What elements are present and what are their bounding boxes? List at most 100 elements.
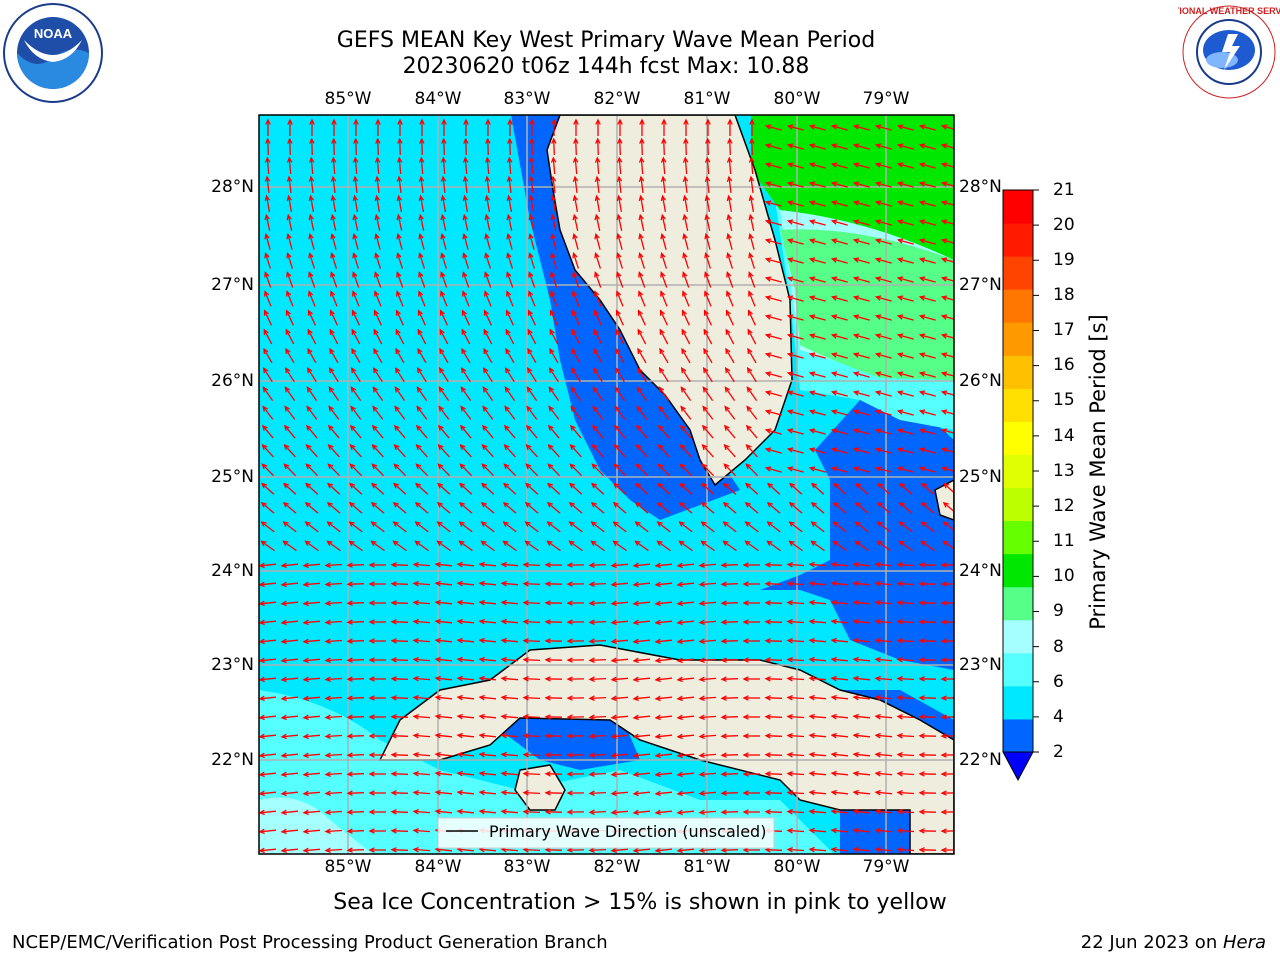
direction-arrow-head [414,482,422,489]
direction-arrow-head [264,271,270,278]
lon-label-bottom-80w: 80°W [773,857,821,877]
direction-arrow-shaft [682,291,690,307]
direction-arrow-shaft [657,502,671,514]
direction-arrow-shaft [303,848,321,852]
direction-arrow-shaft [397,215,403,231]
direction-arrow-shaft [259,753,277,757]
direction-arrow-head [610,809,617,816]
direction-arrow-head [368,562,375,568]
direction-arrow-head [394,386,401,393]
direction-arrow-shaft [503,502,517,514]
direction-arrow-head [324,676,331,683]
direction-arrow-shaft [942,353,954,358]
direction-arrow-head [700,540,707,547]
direction-arrow-head [896,181,904,187]
direction-arrow-head [302,600,309,607]
direction-arrow-head [280,676,287,683]
direction-arrow-shaft [371,521,385,533]
direction-arrow-shaft [263,329,273,345]
direction-arrow-head [456,599,463,606]
direction-arrow-head [480,540,487,547]
direction-arrow-shaft [283,521,297,533]
direction-arrow-head [786,143,794,149]
direction-arrow-shaft [721,716,739,718]
direction-arrow-shaft [325,753,343,757]
direction-arrow-head [874,143,882,149]
direction-arrow-shaft [633,658,651,662]
land-bahamas [934,479,954,521]
direction-arrow-shaft [677,772,695,776]
direction-arrow-shaft [550,291,558,307]
direction-arrow-head [588,733,595,739]
direction-arrow-head [480,521,487,527]
direction-arrow-shaft [617,234,623,250]
direction-arrow-head [720,581,727,587]
direction-arrow-shaft [525,540,539,552]
direction-arrow-head [874,371,882,377]
direction-arrow-head [522,581,529,587]
direction-arrow-head [368,752,375,758]
direction-arrow-shaft [440,272,448,288]
direction-arrow-shaft [706,177,710,193]
direction-arrow-shaft [457,791,475,795]
direction-arrow-head [370,540,377,547]
direction-arrow-head [748,290,754,297]
direction-arrow-head [748,251,754,259]
lat-label-left-26n: 26°N [211,371,254,391]
direction-arrow-head [588,562,595,568]
lon-label-top-79w: 79°W [862,89,910,109]
direction-arrow-shaft [810,410,826,416]
direction-arrow-head [330,251,336,259]
direction-arrow-head [572,213,578,221]
direction-arrow-shaft [281,734,299,738]
direction-arrow-head [918,276,926,282]
direction-arrow-head [638,194,645,202]
direction-arrow-shaft [898,144,914,150]
direction-arrow-shaft [413,582,431,586]
direction-arrow-head [456,618,463,625]
direction-arrow-shaft [479,715,497,719]
direction-arrow-shaft [685,138,687,156]
direction-arrow-shaft [854,258,870,264]
direction-arrow-head [632,562,639,569]
direction-arrow-head [478,751,485,758]
direction-arrow-shaft [659,329,669,345]
direction-arrow-head [764,143,772,149]
direction-arrow-head [588,600,595,606]
direction-arrow-shaft [435,677,453,681]
direction-arrow-head [390,581,397,587]
direction-arrow-shaft [437,483,451,495]
direction-arrow-head [390,638,397,644]
direction-arrow-head [525,444,532,451]
direction-arrow-shaft [787,696,805,700]
direction-arrow-head [896,238,904,244]
direction-arrow-shaft [655,620,673,624]
direction-arrow-shaft [439,348,449,364]
direction-arrow-shaft [303,753,321,757]
direction-arrow-shaft [832,353,848,359]
direction-arrow-head [302,562,309,569]
direction-arrow-head [720,676,727,682]
direction-arrow-shaft [787,658,805,662]
direction-arrow-head [632,771,639,778]
direction-arrow-head [594,290,600,297]
direction-arrow-shaft [287,215,293,231]
direction-arrow-shaft [305,463,319,477]
direction-arrow-shaft [638,253,646,269]
direction-arrow-shaft [898,372,914,378]
direction-arrow-shaft [479,753,497,757]
direction-arrow-head [352,271,358,278]
direction-arrow-head [616,271,622,278]
direction-arrow-shaft [438,387,450,401]
direction-arrow-head [349,463,356,470]
direction-arrow-shaft [705,215,711,231]
direction-arrow-shaft [501,791,519,795]
direction-arrow-head [286,271,292,278]
direction-arrow-shaft [766,144,782,150]
colorbar-under-extension [1002,751,1034,782]
direction-arrow-shaft [413,753,431,757]
direction-arrow-shaft [723,463,737,477]
direction-arrow-shaft [594,272,602,288]
direction-arrow-shaft [591,483,605,495]
direction-arrow-shaft [833,502,847,514]
